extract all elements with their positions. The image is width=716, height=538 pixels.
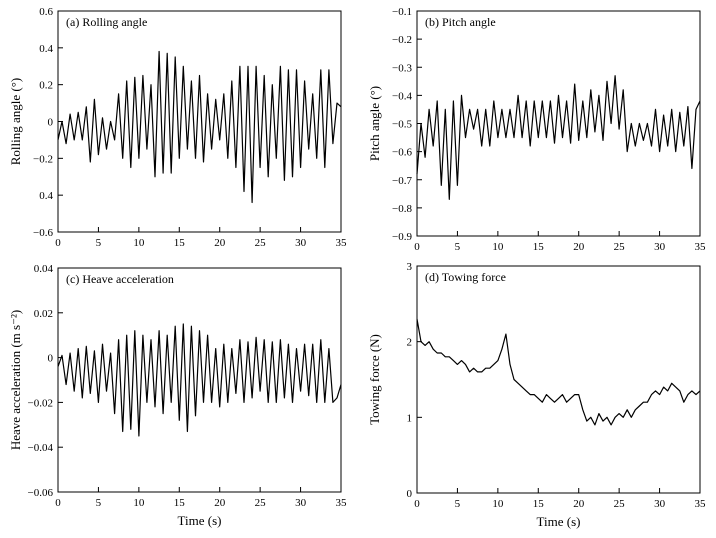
chart-1-xtick-label: 25 xyxy=(255,237,267,249)
chart-2-xtick-label: 20 xyxy=(573,241,585,253)
chart-4-xtick-label: 0 xyxy=(414,498,420,510)
chart-1-xtick-label: 15 xyxy=(174,237,186,249)
chart-1-ytick-label: 0.4 xyxy=(39,190,53,202)
chart-4-ytick-label: 3 xyxy=(407,261,413,273)
chart-3-ytick-label: −0.02 xyxy=(28,397,53,409)
chart-3-ytick-label: −0.04 xyxy=(28,442,54,454)
chart-1-xtick-label: 0 xyxy=(55,237,61,249)
chart-3-xtick-label: 25 xyxy=(255,497,267,509)
chart-1-ylabel: Rolling angle (°) xyxy=(8,78,23,166)
chart-2-xtick-label: 30 xyxy=(654,241,666,253)
chart-1-ytick-label: 0 xyxy=(48,117,54,129)
chart-2-ylabel: Pitch angle (°) xyxy=(367,86,382,161)
chart-4-frame xyxy=(416,265,701,494)
chart-4-xtick-label: 30 xyxy=(654,498,666,510)
chart-4-xtick-label: 15 xyxy=(533,498,545,510)
chart-3-ytick-label: 0 xyxy=(48,353,54,365)
chart-2-ytick-label: −0.7 xyxy=(392,175,412,187)
panel-rolling-angle: −0.6 0.4 −0.2 0 0.2 0.4 0.6 0 5 10 15 20 25 30 35 (a) R… xyxy=(8,6,347,249)
chart-3-xtick-label: 5 xyxy=(96,497,102,509)
chart-2-ytick-label: −0.6 xyxy=(392,147,412,159)
chart-1-ytick-label: 0.6 xyxy=(39,6,53,18)
chart-4-xtick-label: 10 xyxy=(492,498,504,510)
chart-2-xtick-label: 25 xyxy=(614,241,626,253)
chart-1-ytick-label: −0.2 xyxy=(33,153,53,165)
chart-3-xtick-label: 30 xyxy=(295,497,307,509)
chart-3-ytick-label: 0.02 xyxy=(34,308,53,320)
panel-heave-acceleration: −0.06 −0.04 −0.02 0 0.02 0.04 0 5 10 15 20 25 30 35 (c… xyxy=(8,263,347,528)
chart-3-xtick-label: 0 xyxy=(55,497,61,509)
chart-1-ytick-label: −0.6 xyxy=(33,227,53,239)
chart-2-ytick-label: −0.9 xyxy=(392,231,412,243)
chart-1-title: (a) Rolling angle xyxy=(66,15,147,29)
chart-2-ytick-label: −0.2 xyxy=(392,34,412,46)
chart-2-frame xyxy=(416,10,701,237)
chart-2-ytick-label: −0.1 xyxy=(392,6,412,18)
chart-1-xtick-label: 5 xyxy=(96,237,102,249)
panel-pitch-angle: −0.9 −0.8 −0.7 −0.6 −0.5 −0.4 −0.3 −0.2 −0.1 0 5 10… xyxy=(367,6,706,253)
chart-4-series-towing-force xyxy=(416,318,701,426)
chart-3-ytick-label: −0.06 xyxy=(28,487,54,499)
chart-3-xtick-label: 10 xyxy=(133,497,145,509)
chart-2-xtick-label: 0 xyxy=(414,241,420,253)
chart-4-xtick-label: 25 xyxy=(614,498,626,510)
chart-2-xtick-label: 35 xyxy=(695,241,707,253)
chart-1-xtick-label: 35 xyxy=(336,237,348,249)
chart-3-xtick-label: 15 xyxy=(174,497,186,509)
chart-1-xtick-label: 10 xyxy=(133,237,145,249)
chart-4-xtick-label: 35 xyxy=(695,498,707,510)
chart-3-series-heave-acceleration xyxy=(57,323,342,437)
chart-3-xlabel: Time (s) xyxy=(178,513,222,528)
chart-2-ytick-label: −0.8 xyxy=(392,203,412,215)
chart-1-xtick-label: 20 xyxy=(214,237,226,249)
chart-2-ytick-label: −0.5 xyxy=(392,119,412,131)
chart-3-frame xyxy=(57,267,342,493)
chart-2-xtick-label: 10 xyxy=(492,241,504,253)
chart-2-xtick-label: 15 xyxy=(533,241,545,253)
chart-2-ytick-label: −0.3 xyxy=(392,62,412,74)
chart-3-xtick-label: 35 xyxy=(336,497,348,509)
chart-4-ylabel: Towing force (N) xyxy=(367,334,382,425)
chart-2-series-pitch-angle xyxy=(416,75,701,200)
chart-1-ytick-label: 0.2 xyxy=(39,80,53,92)
chart-1-series-rolling-angle xyxy=(57,50,342,204)
chart-3-title: (c) Heave acceleration xyxy=(66,272,174,286)
chart-1-xtick-label: 30 xyxy=(295,237,307,249)
chart-2-title: (b) Pitch angle xyxy=(425,15,496,29)
chart-3-xtick-label: 20 xyxy=(214,497,226,509)
chart-4-ytick-label: 1 xyxy=(407,412,413,424)
chart-2-ytick-label: −0.4 xyxy=(392,90,412,102)
chart-4-ytick-label: 0 xyxy=(407,488,413,500)
chart-4-xtick-label: 5 xyxy=(455,498,461,510)
chart-4-xtick-label: 20 xyxy=(573,498,585,510)
chart-4-ytick-label: 2 xyxy=(407,337,413,349)
chart-3-ylabel: Heave acceleration (m s⁻²) xyxy=(8,310,23,450)
chart-1-ytick-label: 0.4 xyxy=(39,43,53,55)
chart-4-title: (d) Towing force xyxy=(425,270,506,284)
chart-2-xtick-label: 5 xyxy=(455,241,461,253)
chart-3-ytick-label: 0.04 xyxy=(34,263,54,275)
chart-4-xlabel: Time (s) xyxy=(537,514,581,529)
